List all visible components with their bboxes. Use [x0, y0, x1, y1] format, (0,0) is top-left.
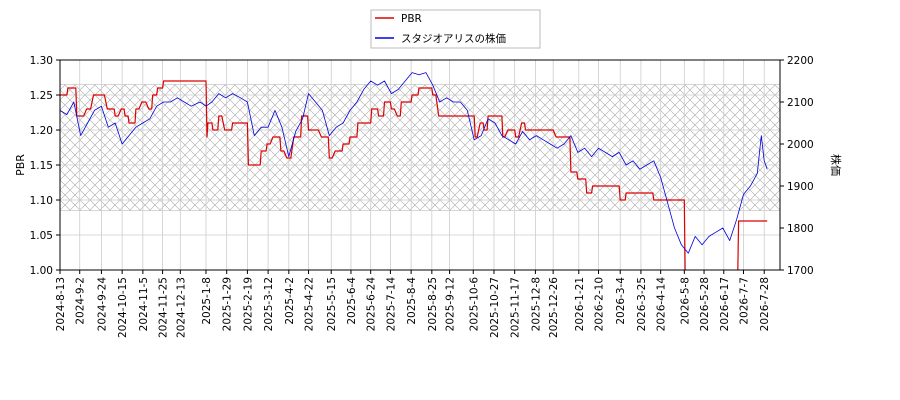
x-tick-label: 2025-11-17	[510, 277, 522, 338]
x-tick-label: 2026-4-14	[656, 277, 668, 332]
x-tick-label: 2026-6-17	[719, 277, 731, 331]
x-tick-label: 2025-12-26	[548, 277, 560, 338]
x-tick-label: 2024-10-15	[117, 277, 129, 338]
x-tick-label: 2026-7-7	[739, 277, 751, 325]
x-tick-label: 2025-1-8	[201, 277, 213, 325]
legend-label-stock-price: スタジオアリスの株価	[401, 32, 506, 45]
x-tick-label: 2024-9-2	[75, 277, 87, 325]
x-tick-label: 2025-3-12	[263, 277, 275, 331]
x-tick-label: 2024-12-13	[175, 277, 187, 338]
x-tick-label: 2025-8-25	[427, 277, 439, 331]
left-tick-label: 1.05	[30, 230, 53, 242]
left-tick-label: 1.15	[30, 160, 53, 172]
x-tick-label: 2026-7-28	[759, 277, 771, 331]
x-tick-label: 2025-6-24	[366, 277, 378, 332]
legend-label-pbr: PBR	[401, 13, 422, 25]
right-tick-label: 1700	[787, 265, 814, 277]
x-tick-label: 2026-2-10	[594, 277, 606, 331]
x-tick-label: 2024-11-25	[158, 277, 170, 338]
x-tick-label: 2026-3-4	[615, 277, 627, 325]
x-tick-label: 2025-4-2	[284, 277, 296, 325]
x-tick-label: 2025-2-19	[242, 277, 254, 331]
right-tick-label: 1800	[787, 223, 814, 235]
x-tick-label: 2025-10-27	[489, 277, 501, 338]
left-tick-label: 1.20	[30, 125, 53, 137]
x-tick-label: 2025-4-22	[304, 277, 316, 331]
x-tick-label: 2024-9-24	[96, 277, 108, 332]
right-tick-label: 1900	[787, 181, 814, 193]
left-tick-label: 1.00	[30, 265, 53, 277]
x-tick-label: 2025-7-14	[385, 277, 397, 332]
hatched-band	[60, 84, 780, 211]
pbr-series-line	[60, 80, 768, 270]
legend-box	[370, 9, 541, 49]
x-tick-label: 2025-10-6	[468, 277, 480, 332]
stock-price-series-line	[60, 72, 768, 254]
x-tick-label: 2024-11-5	[138, 277, 150, 331]
x-tick-label: 2025-9-12	[445, 277, 457, 331]
x-tick-label: 2026-3-25	[636, 277, 648, 331]
right-tick-label: 2200	[787, 55, 814, 67]
x-tick-label: 2024-8-13	[55, 277, 67, 331]
right-tick-label: 2100	[787, 97, 814, 109]
right-axis-label: 株価	[829, 154, 843, 176]
x-tick-label: 2025-8-4	[406, 277, 418, 325]
left-tick-label: 1.25	[30, 90, 53, 102]
x-tick-label: 2026-5-8	[679, 277, 691, 325]
x-tick-label: 2025-6-4	[346, 277, 358, 325]
left-tick-label: 1.10	[30, 195, 53, 207]
right-tick-label: 2000	[787, 139, 814, 151]
x-tick-label: 2026-1-21	[574, 277, 586, 331]
left-axis-label: PBR	[14, 154, 27, 176]
x-tick-label: 2025-1-29	[222, 277, 234, 331]
legend: PBR スタジオアリスの株価	[370, 9, 541, 49]
x-tick-label: 2025-12-8	[530, 277, 542, 331]
x-tick-label: 2025-5-15	[326, 277, 338, 331]
x-tick-label: 2026-5-28	[699, 277, 711, 331]
left-tick-label: 1.30	[30, 55, 53, 67]
